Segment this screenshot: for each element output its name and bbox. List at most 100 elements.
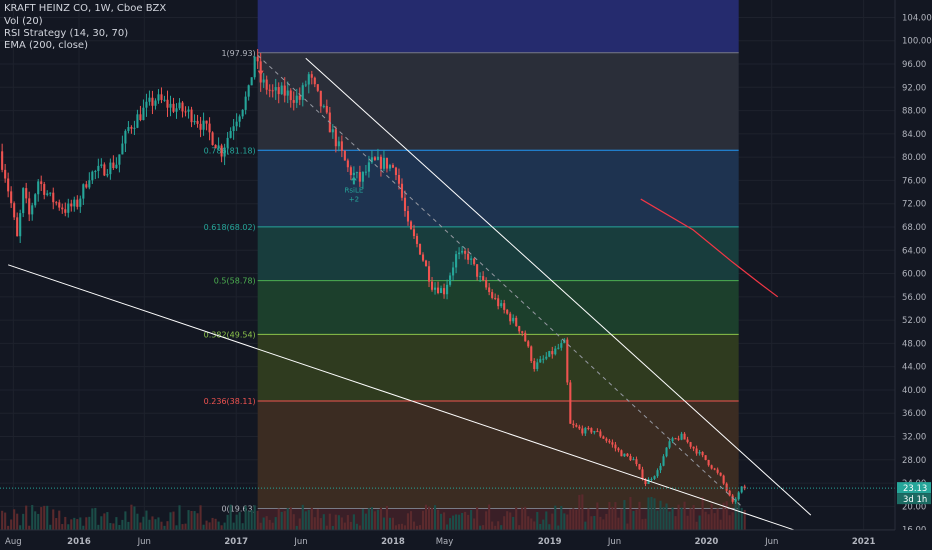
candle-body — [449, 275, 452, 285]
volume-bar — [229, 504, 232, 530]
volume-bar — [488, 504, 491, 530]
volume-bar — [707, 514, 710, 530]
volume-bar — [103, 513, 106, 530]
candle-body — [82, 184, 85, 199]
candle-body — [7, 178, 10, 192]
candle-body — [701, 451, 704, 456]
volume-bar — [554, 505, 557, 530]
candle-body — [277, 87, 280, 95]
candle-body — [175, 108, 178, 112]
candle-body — [572, 423, 575, 426]
candle-body — [394, 167, 398, 175]
candle-body — [58, 202, 61, 208]
candle-body — [79, 198, 82, 207]
volume-bar — [112, 523, 115, 530]
volume-bar — [427, 506, 431, 530]
volume-bar — [13, 509, 16, 530]
candle-body — [238, 116, 241, 122]
candle-body — [497, 298, 500, 307]
volume-bar — [683, 501, 686, 530]
candle-body — [719, 472, 722, 476]
candle-body — [560, 343, 563, 348]
volume-bar — [701, 497, 704, 530]
volume-bar — [406, 513, 410, 530]
candle-body — [485, 280, 488, 288]
candle-body — [70, 203, 73, 207]
candle-body — [118, 154, 121, 165]
volume-bar — [253, 505, 256, 530]
candle-body — [115, 164, 118, 169]
volume-bar — [10, 519, 13, 530]
candle-body — [337, 141, 340, 147]
candle-body — [343, 150, 346, 161]
candle-body — [385, 157, 388, 169]
price-tick-label: 92.00 — [902, 83, 926, 93]
price-axis: 16.0020.0024.0028.0032.0036.0040.0044.00… — [894, 0, 932, 550]
candle-body — [464, 250, 467, 254]
volume-bar — [214, 518, 217, 530]
symbol-title[interactable]: KRAFT HEINZ CO, 1W, Cboe BZX — [4, 3, 167, 14]
volume-bar — [452, 515, 455, 530]
volume-bar — [292, 514, 295, 530]
volume-bar — [331, 525, 334, 530]
volume-bar — [259, 522, 262, 530]
candle-body — [169, 103, 172, 108]
volume-bar — [479, 525, 482, 530]
candle-body — [569, 382, 572, 424]
fib-level-label: 0.618(68.02) — [204, 223, 256, 232]
volume-bar — [91, 508, 94, 530]
volume-bar — [632, 511, 635, 530]
volume-bar — [250, 510, 253, 530]
volume-bar — [602, 519, 605, 530]
candle-body — [617, 448, 620, 451]
volume-bar — [238, 512, 241, 530]
volume-bar — [316, 509, 319, 530]
rsi-strategy-label[interactable]: RSI Strategy (14, 30, 70) — [4, 28, 129, 39]
candle-body — [644, 479, 647, 485]
candle-body — [340, 141, 343, 151]
candle-body — [286, 90, 289, 96]
volume-bar — [73, 517, 76, 530]
volume-bar — [482, 525, 485, 530]
volume-bar — [719, 519, 722, 530]
candle-body — [106, 174, 109, 176]
volume-bar — [635, 509, 638, 530]
volume-bar — [301, 504, 304, 530]
countdown-tag — [897, 493, 931, 505]
candle-body — [55, 202, 58, 204]
candle-body — [605, 438, 608, 441]
volume-indicator-label[interactable]: Vol (20) — [4, 16, 43, 27]
price-tick-label: 40.00 — [902, 386, 926, 396]
candle-body — [584, 427, 587, 434]
candle-body — [163, 99, 166, 101]
candle-body — [554, 348, 557, 355]
candle-body — [458, 252, 461, 255]
volume-bar — [388, 517, 392, 530]
candle-body — [229, 131, 232, 138]
candle-body — [641, 469, 644, 480]
volume-bar — [139, 522, 142, 530]
volume-bar — [373, 511, 376, 530]
candle-body — [656, 470, 659, 477]
volume-bar — [334, 514, 337, 530]
price-tick-label: 60.00 — [902, 270, 926, 280]
volume-bar — [322, 514, 325, 530]
candle-body — [214, 144, 217, 149]
fib-level-label: 1(97.93) — [221, 49, 255, 58]
candle-body — [623, 453, 626, 457]
candle-body — [202, 120, 205, 130]
candle-body — [587, 427, 590, 429]
candle-body — [331, 129, 334, 133]
volume-bar — [241, 523, 244, 530]
candle-body — [232, 126, 235, 132]
candle-body — [157, 94, 160, 101]
price-tick-label: 56.00 — [902, 293, 926, 303]
volume-bar — [737, 502, 740, 530]
ema-indicator-label[interactable]: EMA (200, close) — [4, 40, 88, 51]
signal-down-arrow-icon — [257, 70, 264, 76]
volume-bar — [500, 525, 503, 530]
volume-bar — [382, 517, 385, 530]
volume-bar — [49, 524, 52, 530]
volume-bar — [211, 517, 214, 530]
